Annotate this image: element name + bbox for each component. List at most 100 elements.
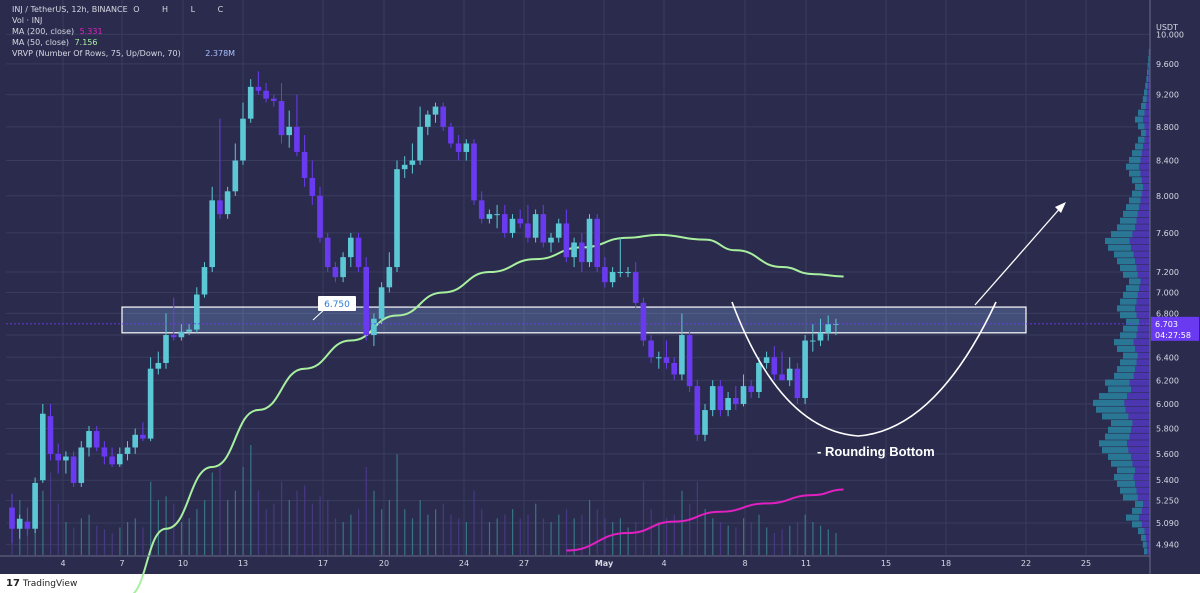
vrvp-up-row	[1129, 278, 1141, 285]
candle-body	[278, 100, 285, 136]
candle-body	[725, 397, 731, 411]
vrvp-up-row	[1096, 406, 1126, 413]
candle-body	[532, 214, 539, 238]
ma50-line	[132, 233, 844, 593]
vrvp-row[interactable]: VRVP (Number Of Rows, 75, Up/Down, 70) 2…	[12, 48, 235, 59]
candle-body	[371, 318, 377, 336]
volume-bar	[681, 490, 683, 555]
candle-body	[494, 214, 500, 216]
candle-body	[717, 386, 724, 411]
vrvp-down-row	[1129, 237, 1150, 245]
vrvp-down-row	[1136, 359, 1150, 366]
resistance-zone	[121, 306, 1027, 334]
y-tick-label: 5.600	[1156, 450, 1179, 459]
volume-row[interactable]: Vol · INJ	[12, 15, 235, 26]
candle-body	[771, 357, 778, 375]
ma200-row[interactable]: MA (200, close) 5.331	[12, 26, 235, 37]
vrvp-down-row	[1136, 332, 1150, 339]
vrvp-down-row	[1141, 150, 1150, 157]
vrvp-up-row	[1099, 393, 1128, 400]
candle-body	[332, 267, 339, 278]
volume-bar	[627, 527, 629, 555]
candle-body	[440, 106, 446, 127]
vrvp-down-row	[1141, 190, 1150, 197]
y-tick-label: 8.800	[1156, 123, 1179, 132]
y-tick-label: 7.000	[1156, 288, 1179, 297]
volume-bar	[727, 525, 729, 555]
candle-body	[324, 237, 331, 268]
vrvp-down-row	[1135, 224, 1150, 231]
symbol-row[interactable]: INJ / TetherUS, 12h, BINANCE O H L C	[12, 4, 235, 15]
time-axis[interactable]: 4 7 10 13 17 20 24 27 May 4 8 11 15 18 22 25	[0, 555, 1150, 568]
y-tick-label: 7.200	[1156, 268, 1179, 277]
vrvp-up-row	[1120, 298, 1137, 305]
candle-body	[178, 331, 185, 338]
vrvp-label: VRVP (Number Of Rows, 75, Up/Down, 70)	[12, 49, 181, 58]
vrvp-up-row	[1117, 224, 1136, 231]
ma200-path	[566, 488, 844, 552]
volume-bar	[835, 533, 837, 555]
volume-bar	[435, 509, 437, 555]
volume-bar	[288, 500, 290, 555]
candle-body	[132, 434, 138, 448]
vrvp-down-row	[1133, 474, 1150, 481]
vrvp-down-row	[1124, 399, 1150, 406]
vrvp-up-row	[1141, 102, 1146, 110]
volume-bar	[519, 518, 521, 555]
candle-body	[348, 237, 354, 258]
candle-body	[525, 223, 531, 238]
ma50-row[interactable]: MA (50, close) 7.156	[12, 37, 235, 48]
candle-body	[309, 177, 316, 196]
symbol-title: INJ / TetherUS, 12h, BINANCE	[12, 5, 128, 14]
volume-bar	[827, 529, 829, 555]
candle-body	[170, 335, 177, 338]
volume-bar	[504, 514, 506, 555]
candle-body	[186, 329, 192, 332]
y-tick-label: 8.400	[1156, 157, 1179, 166]
volume-bar	[642, 481, 645, 555]
y-tick-label: 5.090	[1156, 519, 1179, 528]
tradingview-footer[interactable]: 17 TradingView	[6, 578, 77, 589]
vrvp-down-row	[1141, 507, 1150, 514]
candle-body	[432, 106, 439, 115]
vrvp-down-row	[1140, 156, 1150, 164]
candle-body	[455, 143, 462, 152]
vrvp-up-row	[1138, 528, 1145, 535]
volume-bar	[204, 500, 206, 555]
candle-body	[571, 242, 577, 258]
candle-body	[294, 126, 300, 152]
y-tick-label: 5.400	[1156, 476, 1179, 485]
vrvp-down-row	[1136, 217, 1150, 224]
volume-bar	[666, 518, 668, 555]
volume-bar	[165, 496, 167, 555]
vrvp-down-row	[1140, 197, 1150, 204]
vrvp-up-row	[1108, 244, 1132, 251]
zone-price-label: 6.750	[324, 300, 350, 310]
ma200-label: MA (200, close)	[12, 27, 75, 36]
vrvp-up-row	[1132, 177, 1142, 184]
vrvp-up-row	[1120, 487, 1137, 494]
volume-bar	[596, 509, 598, 555]
volume-bar	[381, 509, 383, 555]
vrvp-down-row	[1133, 251, 1150, 258]
candle-body	[401, 164, 408, 170]
vrvp-down-row	[1133, 339, 1150, 346]
vrvp-up-row	[1114, 251, 1134, 258]
volume-bar	[704, 509, 706, 555]
volume-bar	[73, 527, 75, 555]
vrvp-down-row	[1137, 325, 1150, 332]
vrvp-up-row	[1099, 440, 1128, 447]
volume-bar	[719, 522, 722, 555]
ma50-label: MA (50, close)	[12, 38, 70, 47]
volume-bars	[11, 445, 837, 555]
ma50-path	[132, 233, 844, 593]
vrvp-up-row	[1148, 48, 1150, 56]
vrvp-down-row	[1147, 89, 1150, 96]
volume-bar	[635, 522, 637, 555]
vrvp-down-row	[1135, 480, 1150, 487]
chart-background	[0, 0, 1200, 574]
countdown-value: 04:27:58	[1155, 331, 1191, 340]
ma200-line	[566, 488, 844, 552]
